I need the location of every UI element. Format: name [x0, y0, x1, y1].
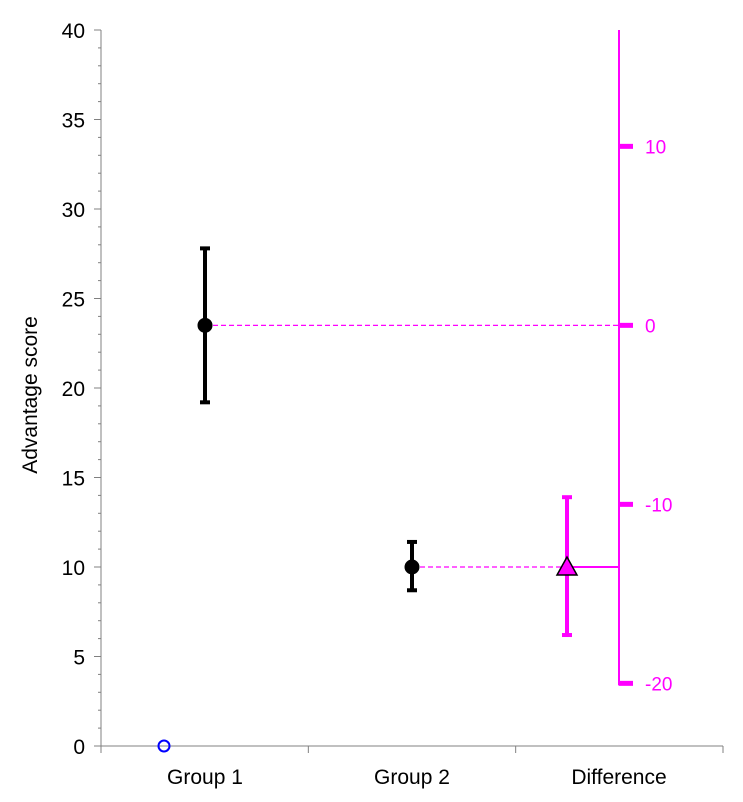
y-tick-label: 25	[62, 289, 85, 312]
y-tick-label: 35	[62, 110, 85, 133]
x-tick-label: Group 2	[374, 766, 450, 789]
difference-axis-tick-label: -20	[645, 674, 672, 695]
mean-point	[404, 559, 420, 575]
y-tick-label: 20	[62, 378, 85, 401]
y-tick-label: 40	[62, 20, 85, 43]
difference-mean-point	[555, 555, 579, 576]
y-tick-label: 0	[73, 736, 85, 759]
y-tick-label: 5	[73, 647, 85, 670]
difference-axis-tick-label: 10	[645, 137, 666, 158]
difference-axis-tick-label: -10	[645, 495, 672, 516]
x-tick-label: Difference	[571, 766, 666, 789]
origin-marker	[157, 739, 171, 753]
y-axis-title: Advantage score	[19, 316, 42, 474]
connector-lines-layer	[205, 324, 619, 568]
marks-layer	[157, 246, 579, 753]
x-tick-label: Group 1	[167, 766, 243, 789]
y-tick-label: 15	[62, 468, 85, 491]
mean-point	[197, 317, 213, 333]
y-tick-label: 30	[62, 199, 85, 222]
axes-layer: 0 5 10 15 20 25 30 35 40 Group 1 Group 2 Difference…	[62, 20, 724, 789]
difference-axis-tick-label: 0	[645, 316, 656, 337]
y-tick-label: 10	[62, 557, 85, 580]
